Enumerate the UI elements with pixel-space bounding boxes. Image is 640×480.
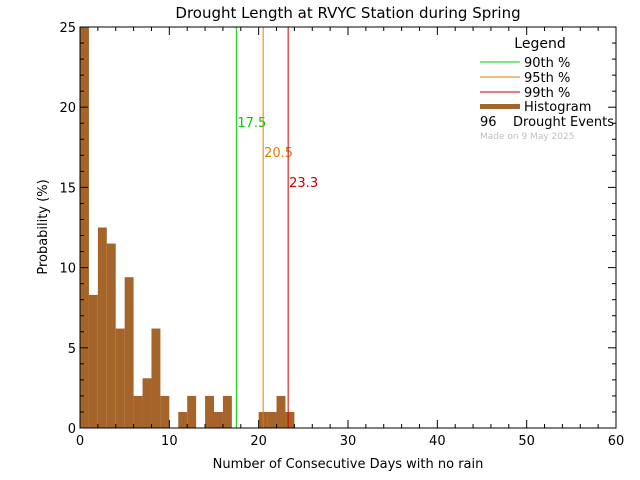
percentile-value-label: 20.5 xyxy=(264,146,293,161)
x-tick-label: 0 xyxy=(76,434,84,449)
histogram-bar xyxy=(285,411,295,428)
legend-percentile-label: 95th % xyxy=(524,71,570,86)
histogram-bar xyxy=(205,395,214,428)
histogram-bar xyxy=(124,277,134,428)
y-tick-label: 5 xyxy=(68,342,76,357)
histogram-bar xyxy=(106,243,116,428)
histogram-bar xyxy=(214,411,223,428)
percentile-value-label: 23.3 xyxy=(289,176,318,191)
x-tick-label: 50 xyxy=(518,434,535,449)
y-axis-label: Probability (%) xyxy=(36,179,51,274)
legend-percentile-label: 99th % xyxy=(524,86,570,101)
legend-percentile-label: 90th % xyxy=(524,56,570,71)
x-tick-label: 20 xyxy=(250,434,267,449)
x-axis-label: Number of Consecutive Days with no rain xyxy=(213,457,484,472)
legend: Legend 90th %95th %99th %Histogram 96 Droug… xyxy=(480,36,614,142)
histogram-bar xyxy=(151,328,161,428)
histogram-bar xyxy=(178,411,188,428)
y-tick-label: 20 xyxy=(59,101,76,116)
y-tick-label: 10 xyxy=(59,262,76,277)
legend-events-count: 96 xyxy=(480,115,497,130)
legend-title: Legend xyxy=(514,36,565,52)
histogram-bar xyxy=(276,395,286,428)
histogram-bar xyxy=(97,227,107,428)
chart-title: Drought Length at RVYC Station during Sp… xyxy=(175,4,520,22)
legend-events-label: Drought Events xyxy=(513,115,614,130)
histogram-bar xyxy=(267,411,277,428)
y-tick-label: 0 xyxy=(68,422,76,437)
histogram-bar xyxy=(115,328,125,428)
legend-histogram-swatch xyxy=(480,104,520,109)
legend-histogram-label: Histogram xyxy=(524,100,591,115)
histogram-bar xyxy=(222,395,232,428)
histogram-bar xyxy=(133,395,143,428)
percentile-value-label: 17.5 xyxy=(237,116,266,131)
histogram-bar xyxy=(187,395,197,428)
x-tick-label: 30 xyxy=(340,434,357,449)
legend-made-on-note: Made on 9 May 2025 xyxy=(480,132,574,142)
x-tick-label: 40 xyxy=(429,434,446,449)
histogram-bar xyxy=(142,378,152,428)
histogram-bar xyxy=(160,395,170,428)
x-tick-label: 60 xyxy=(608,434,625,449)
x-tick-label: 10 xyxy=(161,434,178,449)
y-tick-label: 25 xyxy=(59,21,76,36)
histogram-bar xyxy=(80,27,89,428)
y-tick-label: 15 xyxy=(59,181,76,196)
histogram-bar xyxy=(88,294,98,428)
